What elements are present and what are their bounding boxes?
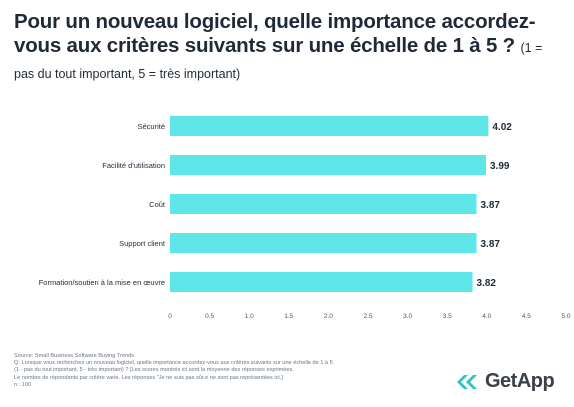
- bar-4: [170, 272, 473, 292]
- x-tick-label-7: 3.5: [443, 313, 452, 320]
- x-tick-label-4: 2.0: [324, 313, 333, 320]
- value-label-4: 3.82: [477, 278, 497, 289]
- value-label-3: 3.87: [481, 239, 501, 250]
- bar-3: [170, 233, 477, 253]
- x-tick-label-2: 1.0: [245, 313, 254, 320]
- footnote-respondents: Le nombre de répondants par critère vari…: [14, 374, 283, 381]
- footnotes: Source: Small Business Software Buying T…: [14, 353, 434, 389]
- x-tick-label-10: 5.0: [561, 313, 570, 320]
- x-tick-label-0: 0: [168, 313, 172, 320]
- footnote-question: Q: Lorsque vous recherchez un nouveau lo…: [14, 360, 333, 367]
- category-label-4: Formation/soutien à la mise en œuvre: [39, 278, 165, 287]
- footnote-sample: n : 100: [14, 381, 32, 388]
- value-label-2: 3.87: [481, 200, 501, 211]
- bar-2: [170, 194, 477, 214]
- value-label-0: 4.02: [492, 122, 512, 133]
- x-tick-label-6: 3.0: [403, 313, 412, 320]
- bar-1: [170, 155, 487, 175]
- category-label-1: Facilité d'utilisation: [102, 161, 165, 170]
- title-subtitle: (1 = pas du tout important, 5 = très imp…: [14, 41, 543, 81]
- footnote-scale: (1 - pas du tout important, 5 - très imp…: [14, 367, 294, 374]
- x-tick-label-1: 0.5: [205, 313, 214, 320]
- title-main: Pour un nouveau logiciel, quelle importa…: [14, 10, 536, 57]
- getapp-logo: GetApp: [455, 370, 555, 393]
- logo-text: GetApp: [485, 370, 555, 392]
- chart-title: Pour un nouveau logiciel, quelle importa…: [14, 10, 564, 86]
- category-label-3: Support client: [119, 239, 166, 248]
- footnote-source: Source: Small Business Software Buying T…: [14, 353, 135, 359]
- x-tick-label-8: 4.0: [482, 313, 491, 320]
- x-tick-label-3: 1.5: [284, 313, 293, 320]
- bar-0: [170, 116, 489, 136]
- getapp-chevrons-icon: [457, 374, 477, 389]
- x-tick-label-5: 2.5: [363, 313, 372, 320]
- category-label-0: Sécurité: [137, 122, 165, 131]
- value-label-1: 3.99: [490, 161, 510, 172]
- x-tick-label-9: 4.5: [522, 313, 531, 320]
- category-label-2: Coût: [149, 200, 166, 209]
